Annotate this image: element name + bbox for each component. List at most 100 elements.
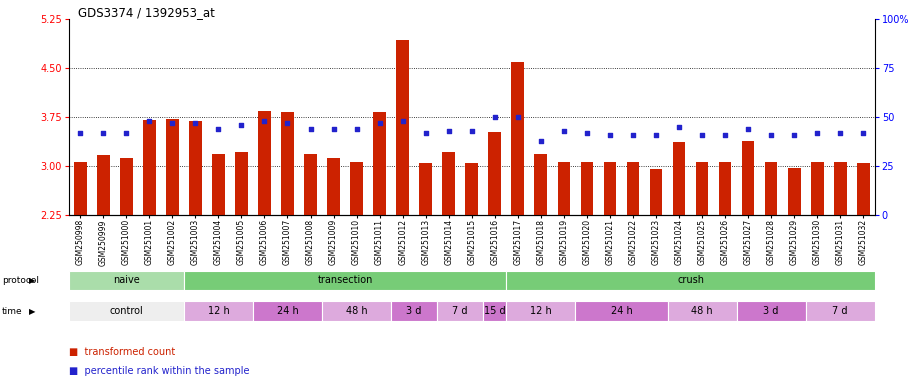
Bar: [604, 162, 616, 215]
Bar: [742, 141, 755, 215]
Bar: [668, 301, 736, 321]
Text: 48 h: 48 h: [692, 306, 713, 316]
Point: [487, 114, 502, 120]
Point: [810, 130, 824, 136]
Text: naive: naive: [113, 275, 139, 285]
Bar: [69, 301, 184, 321]
Point: [119, 130, 134, 136]
Text: 7 d: 7 d: [833, 306, 848, 316]
Text: 3 d: 3 d: [763, 306, 779, 316]
Text: 48 h: 48 h: [345, 306, 367, 316]
Text: 12 h: 12 h: [208, 306, 229, 316]
Point: [510, 114, 525, 120]
Bar: [765, 162, 778, 215]
Bar: [488, 132, 501, 215]
Text: protocol: protocol: [2, 276, 38, 285]
Bar: [558, 162, 570, 215]
Bar: [166, 119, 179, 215]
Bar: [189, 121, 202, 215]
Text: 24 h: 24 h: [611, 306, 632, 316]
Point: [626, 132, 640, 138]
Bar: [281, 112, 294, 215]
Bar: [581, 162, 594, 215]
Text: ■  transformed count: ■ transformed count: [69, 347, 175, 357]
Point: [856, 130, 870, 136]
Bar: [696, 162, 708, 215]
Point: [73, 130, 88, 136]
Point: [96, 130, 111, 136]
Bar: [120, 157, 133, 215]
Bar: [184, 271, 507, 290]
Point: [165, 120, 180, 126]
Point: [211, 126, 225, 132]
Bar: [507, 271, 875, 290]
Point: [349, 126, 364, 132]
Bar: [235, 152, 247, 215]
Text: 3 d: 3 d: [407, 306, 422, 316]
Point: [464, 128, 479, 134]
Point: [787, 132, 802, 138]
Bar: [374, 112, 386, 215]
Bar: [511, 62, 524, 215]
Bar: [74, 162, 86, 215]
Bar: [213, 154, 224, 215]
Text: 15 d: 15 d: [484, 306, 506, 316]
Bar: [719, 162, 731, 215]
Bar: [184, 301, 253, 321]
Point: [188, 120, 202, 126]
Point: [234, 122, 249, 128]
Point: [603, 132, 617, 138]
Point: [257, 118, 272, 124]
Point: [718, 132, 733, 138]
Bar: [627, 162, 639, 215]
Bar: [304, 154, 317, 215]
Text: 24 h: 24 h: [277, 306, 299, 316]
Bar: [649, 169, 662, 215]
Text: crush: crush: [677, 275, 704, 285]
Bar: [736, 301, 806, 321]
Bar: [391, 301, 437, 321]
Text: ▶: ▶: [29, 276, 36, 285]
Bar: [258, 111, 271, 215]
Point: [396, 118, 410, 124]
Text: 12 h: 12 h: [530, 306, 551, 316]
Point: [442, 128, 456, 134]
Bar: [437, 301, 484, 321]
Text: transection: transection: [317, 275, 373, 285]
Text: control: control: [109, 306, 143, 316]
Point: [694, 132, 709, 138]
Bar: [327, 157, 340, 215]
Point: [671, 124, 686, 130]
Bar: [507, 301, 575, 321]
Bar: [69, 271, 184, 290]
Text: GDS3374 / 1392953_at: GDS3374 / 1392953_at: [78, 6, 214, 19]
Bar: [97, 155, 110, 215]
Bar: [350, 162, 363, 215]
Text: ▶: ▶: [29, 306, 36, 316]
Bar: [484, 301, 507, 321]
Bar: [465, 163, 478, 215]
Point: [419, 130, 433, 136]
Point: [741, 126, 756, 132]
Bar: [442, 152, 455, 215]
Text: ■  percentile rank within the sample: ■ percentile rank within the sample: [69, 366, 249, 376]
Bar: [535, 154, 547, 215]
Bar: [420, 164, 432, 215]
Point: [833, 130, 847, 136]
Point: [580, 130, 594, 136]
Point: [326, 126, 341, 132]
Text: time: time: [2, 306, 23, 316]
Point: [557, 128, 572, 134]
Point: [303, 126, 318, 132]
Point: [142, 118, 157, 124]
Bar: [788, 168, 801, 215]
Bar: [857, 163, 869, 215]
Bar: [322, 301, 391, 321]
Bar: [672, 142, 685, 215]
Point: [764, 132, 779, 138]
Bar: [397, 40, 409, 215]
Point: [280, 120, 295, 126]
Bar: [811, 162, 823, 215]
Bar: [834, 162, 846, 215]
Point: [533, 137, 548, 144]
